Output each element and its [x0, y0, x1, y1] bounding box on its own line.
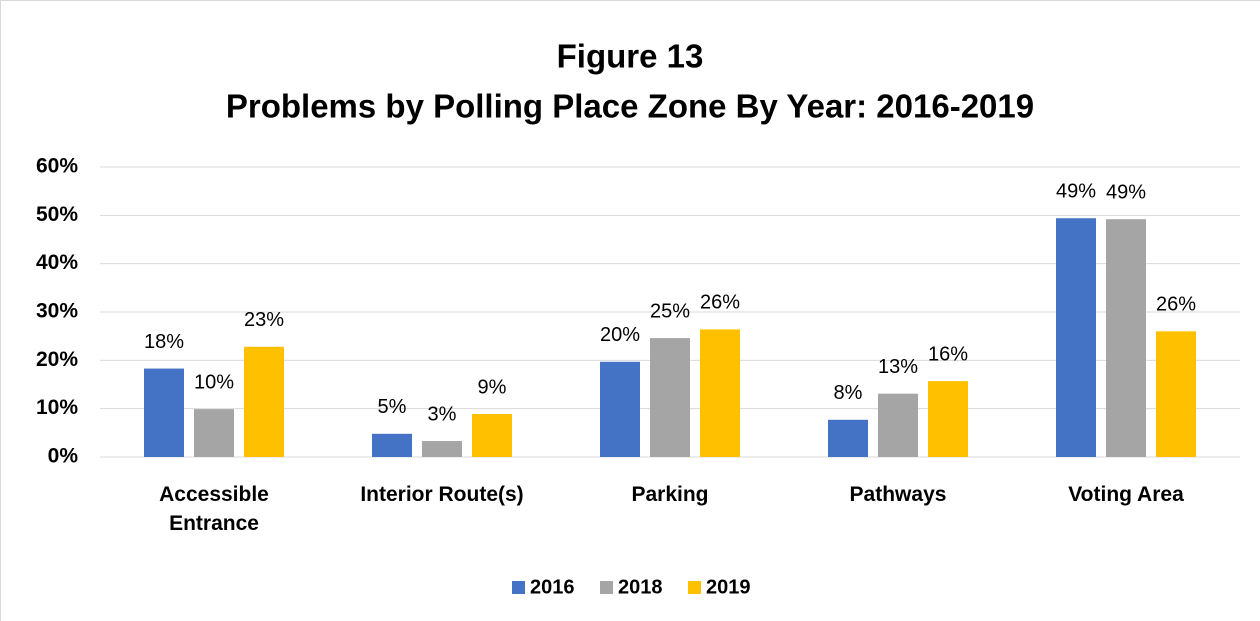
value-label: 3%	[428, 403, 457, 425]
x-tick-label: Accessible Entrance	[159, 483, 269, 535]
y-tick-label: 0%	[48, 445, 79, 468]
value-label: 16%	[928, 343, 968, 365]
bar	[828, 419, 868, 457]
legend-swatch	[688, 581, 701, 594]
legend-swatch	[512, 581, 525, 594]
value-label: 10%	[194, 371, 234, 393]
bar	[472, 413, 512, 457]
value-label: 23%	[244, 309, 284, 331]
bar	[144, 368, 184, 457]
y-tick-label: 50%	[36, 203, 78, 226]
bar	[1056, 218, 1096, 457]
bar	[878, 393, 918, 457]
value-label: 49%	[1056, 181, 1096, 203]
legend-swatch	[600, 581, 613, 594]
value-label: 20%	[600, 324, 640, 346]
bar	[372, 433, 412, 457]
chart-title: Figure 13	[557, 38, 704, 75]
value-label: 25%	[650, 300, 690, 322]
legend-label: 2019	[706, 576, 751, 598]
value-label: 9%	[478, 376, 507, 398]
bar	[422, 441, 462, 457]
value-label: 26%	[1156, 294, 1196, 316]
bar	[700, 329, 740, 457]
chart-subtitle: Problems by Polling Place Zone By Year: …	[226, 88, 1034, 125]
value-label: 13%	[878, 356, 918, 378]
y-tick-label: 60%	[36, 155, 78, 178]
value-label: 26%	[700, 292, 740, 314]
x-tick-label: Parking	[631, 483, 709, 506]
x-tick-label: Voting Area	[1068, 483, 1184, 506]
bar	[194, 409, 234, 457]
x-tick-label: Pathways	[849, 483, 947, 506]
value-label: 8%	[834, 382, 863, 404]
value-label: 18%	[144, 331, 184, 353]
bar	[244, 346, 284, 457]
bar	[1156, 331, 1196, 457]
value-label: 49%	[1106, 181, 1146, 203]
legend-label: 2018	[618, 576, 663, 598]
y-tick-label: 20%	[36, 348, 78, 371]
y-tick-label: 40%	[36, 251, 78, 274]
value-label: 5%	[378, 396, 407, 418]
x-tick-label: Interior Route(s)	[360, 483, 524, 506]
bar	[928, 381, 968, 457]
bar	[600, 361, 640, 457]
legend-label: 2016	[530, 576, 575, 598]
y-tick-label: 30%	[36, 300, 78, 323]
bar	[1106, 219, 1146, 457]
bar	[650, 338, 690, 457]
y-tick-label: 10%	[36, 396, 78, 419]
